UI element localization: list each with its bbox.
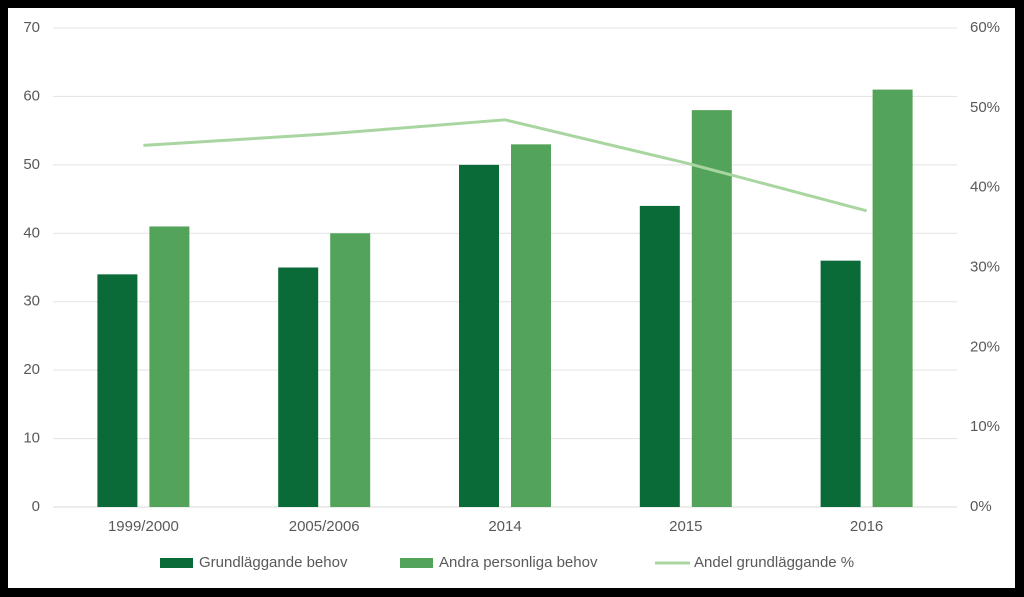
x-tick-label: 2014 [488, 518, 521, 535]
legend-label: Grundläggande behov [199, 554, 348, 571]
bar [639, 205, 680, 507]
bar [691, 110, 732, 507]
y2-tick-label: 10% [970, 418, 1000, 435]
y2-tick-label: 60% [970, 19, 1000, 36]
legend-swatch [400, 558, 433, 568]
y2-tick-label: 0% [970, 498, 992, 515]
x-tick-label: 2015 [669, 518, 702, 535]
y-tick-label: 70 [23, 19, 40, 36]
legend-label: Andra personliga behov [439, 554, 598, 571]
legend-label: Andel grundläggande % [694, 554, 854, 571]
x-tick-label: 2016 [850, 518, 883, 535]
legend-swatch [160, 558, 193, 568]
y2-tick-label: 50% [970, 99, 1000, 116]
bar [820, 260, 861, 507]
y2-tick-label: 30% [970, 258, 1000, 275]
y-tick-label: 50 [23, 156, 40, 173]
y-tick-label: 20 [23, 361, 40, 378]
y-tick-label: 0 [32, 498, 40, 515]
y-tick-label: 60 [23, 87, 40, 104]
x-tick-label: 1999/2000 [108, 518, 179, 535]
y-tick-label: 30 [23, 293, 40, 310]
bar [872, 89, 913, 507]
bar [97, 274, 138, 507]
bar [149, 226, 190, 507]
y-tick-label: 40 [23, 224, 40, 241]
x-tick-label: 2005/2006 [289, 518, 360, 535]
y-tick-label: 10 [23, 430, 40, 447]
line [143, 118, 867, 213]
bar [278, 267, 319, 507]
bar [330, 233, 371, 508]
bar [459, 164, 499, 507]
y2-tick-label: 40% [970, 179, 1000, 196]
bar [511, 144, 551, 508]
y2-tick-label: 20% [970, 338, 1000, 355]
